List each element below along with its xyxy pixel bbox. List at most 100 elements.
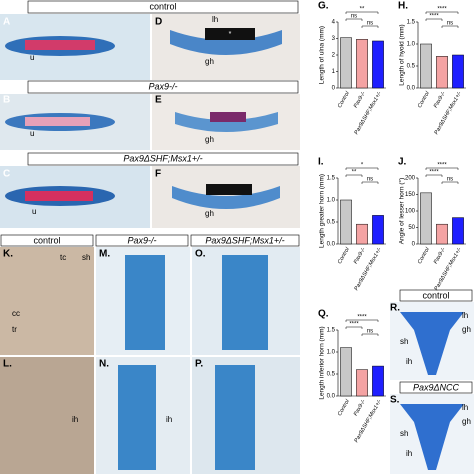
significance-bracket: [345, 326, 363, 329]
bar: [372, 215, 384, 245]
panel-letter: R.: [390, 303, 400, 314]
y-axis-label: Length of hyoid (mm): [399, 24, 406, 85]
x-tick-label: Control: [337, 90, 351, 109]
y-tick-label: 150: [405, 192, 416, 198]
header-box: [95, 234, 189, 247]
y-tick-label: 1.0: [327, 350, 336, 356]
y-axis-label: Length inferior horn (mm): [319, 326, 326, 399]
y-tick-label: 1.5: [327, 176, 336, 182]
panel-letter: D: [155, 17, 162, 28]
y-tick-label: 1.0: [327, 198, 336, 204]
header: Pax9-/-: [127, 235, 156, 245]
label: gh: [205, 135, 214, 144]
photo-f-hyoid: [172, 186, 280, 209]
y-tick-label: 200: [405, 176, 416, 182]
label: ih: [406, 357, 412, 366]
bar: [372, 40, 384, 89]
photo-b-bone: [25, 117, 90, 126]
significance-label: ****: [349, 322, 359, 328]
photo-l: [0, 357, 94, 474]
structure-labels: u u u lh gh * gh gh tc sh cc tr ih ih lh…: [12, 15, 471, 458]
photo-o-larynx: [222, 255, 268, 350]
header-box: [0, 234, 94, 247]
photo-r-shape: [400, 312, 464, 375]
y-axis-label: Angle of lesser horn (°): [398, 178, 406, 245]
significance-label: ****: [429, 170, 439, 176]
panel-letter: P.: [195, 359, 203, 370]
y-tick-label: 1.0: [407, 42, 416, 48]
label: tc: [60, 253, 66, 262]
bar: [420, 43, 432, 89]
label: *: [229, 31, 232, 38]
photo-s-shape: [400, 404, 464, 470]
x-tick-label: Control: [337, 246, 351, 265]
label: lh: [212, 15, 218, 24]
panel-letter: O.: [195, 249, 206, 260]
significance-label: ns: [351, 14, 357, 20]
significance-label: ns: [447, 21, 453, 27]
y-tick-label: 1: [332, 69, 336, 75]
significance-bracket: [425, 167, 459, 170]
x-tick-label: Control: [417, 246, 431, 265]
significance-label: *: [361, 163, 364, 169]
header: control: [149, 1, 176, 11]
significance-label: ****: [357, 315, 367, 321]
label: tr: [12, 325, 17, 334]
header-box: [27, 0, 299, 14]
label: ih: [72, 415, 78, 424]
label: gh: [462, 325, 471, 334]
header-box: [27, 152, 299, 166]
photo-e-body: [210, 112, 246, 122]
significance-label: ****: [429, 14, 439, 20]
y-tick-label: 0.5: [327, 372, 336, 378]
header: Pax9ΔSHF;Msx1+/-: [123, 153, 202, 163]
header-box: [399, 381, 473, 394]
photo-p-larynx: [215, 365, 255, 470]
label: u: [30, 129, 34, 138]
x-tick-label: Pax9-/-: [433, 91, 447, 109]
bar: [340, 199, 352, 245]
panel-letter: Q.: [318, 309, 329, 320]
headers: control Pax9-/- Pax9ΔSHF;Msx1+/- control…: [0, 0, 473, 394]
bar: [340, 347, 352, 397]
header-box: [190, 234, 300, 247]
significance-bracket: [345, 174, 363, 177]
bar: [356, 223, 368, 245]
header-box: [399, 289, 473, 302]
significance-label: ns: [367, 21, 373, 27]
significance-bracket: [425, 174, 443, 177]
bar: [356, 39, 368, 89]
bar: [452, 54, 464, 89]
x-tick-label: Pax9-/-: [433, 247, 447, 265]
significance-bracket: [345, 18, 363, 21]
bar: [356, 369, 368, 397]
panel-letters: A B C D E F K. L. M. N. O. P. R. S.: [3, 17, 400, 406]
panel-letter: L.: [3, 359, 12, 370]
significance-label: ns: [367, 177, 373, 183]
x-tick-label: Pax9-/-: [353, 399, 367, 417]
photo-n-larynx: [118, 365, 156, 470]
photo-k: [0, 247, 94, 355]
y-tick-label: 0: [332, 86, 336, 92]
x-tick-label: Pax9-/-: [353, 91, 367, 109]
header: control: [33, 235, 60, 245]
y-tick-label: 50: [408, 225, 415, 231]
significance-label: ****: [437, 163, 447, 169]
y-tick-label: 0.0: [407, 86, 416, 92]
label: u: [32, 207, 36, 216]
bar: [436, 56, 448, 89]
panel-letter: M.: [99, 249, 110, 260]
significance-bracket: [345, 11, 379, 14]
label: sh: [400, 337, 408, 346]
panel-letter: S.: [390, 395, 400, 406]
header: Pax9ΔNCC: [413, 382, 460, 392]
y-tick-label: 0: [412, 242, 416, 248]
panel-letter: A: [3, 17, 10, 28]
significance-bracket: [425, 18, 443, 21]
label: sh: [82, 253, 90, 262]
label: lh: [462, 403, 468, 412]
header: Pax9-/-: [148, 81, 177, 91]
bar: [372, 365, 384, 397]
significance-bracket: [345, 319, 379, 322]
